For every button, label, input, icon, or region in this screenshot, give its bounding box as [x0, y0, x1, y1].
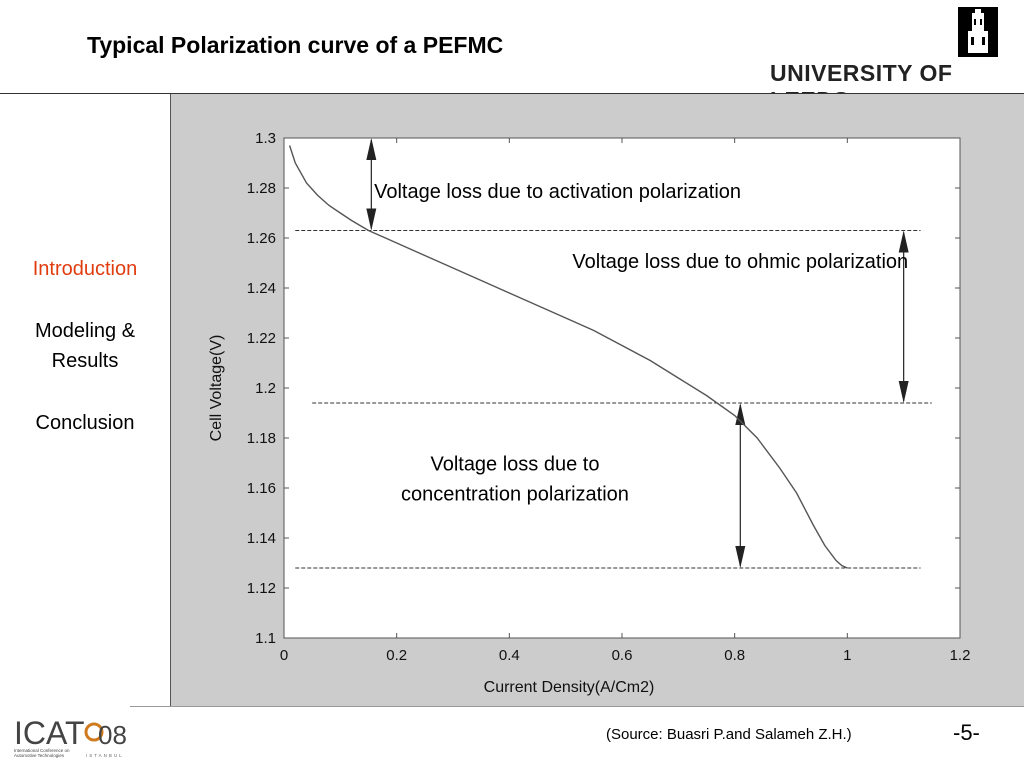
- chart-panel: 1.1 1.12 1.14 1.16 1.18 1.2 1.22 1.24 1.26 1.28 1.…: [171, 94, 1024, 706]
- annotation-text: concentration polarization: [401, 484, 629, 506]
- nav-item-introduction[interactable]: Introduction: [32, 258, 138, 280]
- y-tick-label: 1.3: [255, 130, 276, 147]
- arrow-head-down: [366, 208, 377, 231]
- footer-divider: [130, 706, 1024, 707]
- y-axis-label: Cell Voltage(V): [208, 335, 225, 442]
- annotation-text: Voltage loss due to activation polarizat…: [374, 181, 741, 203]
- nav-item-results[interactable]: Results: [51, 350, 119, 372]
- y-tick-label: 1.16: [247, 480, 276, 497]
- polarization-chart: 1.1 1.12 1.14 1.16 1.18 1.2 1.22 1.24 1.26 1.28 1.…: [208, 130, 971, 696]
- nav-item-conclusion[interactable]: Conclusion: [35, 412, 135, 434]
- arrow-head-down: [898, 381, 909, 403]
- y-tick-label: 1.28: [247, 180, 276, 197]
- icat-logo-caption-2: Automotive Technologies: [14, 753, 65, 758]
- x-tick-label: 0.2: [386, 647, 407, 664]
- sidebar-nav: Introduction Modeling & Results Conclusi…: [0, 94, 170, 706]
- annotation-text: Voltage loss due to: [430, 454, 599, 476]
- x-tick-label: 1.2: [950, 647, 971, 664]
- arrow-head-up: [898, 230, 909, 253]
- y-tick-label: 1.2: [255, 380, 276, 397]
- x-tick-label: 1: [843, 647, 851, 664]
- annotations: Voltage loss due to activation polarizat…: [374, 181, 908, 506]
- arrow-head-up: [366, 138, 377, 160]
- y-tick-label: 1.12: [247, 580, 276, 597]
- x-ticks: 0 0.2 0.4 0.6 0.8 1 1.2: [280, 138, 971, 664]
- loss-arrows: [366, 138, 909, 568]
- icat-logo-caption-3: ISTANBUL: [86, 753, 124, 758]
- icat-logo: ICAT 08 International Conference on Auto…: [14, 712, 134, 760]
- y-tick-label: 1.1: [255, 630, 276, 647]
- page-number: -5-: [953, 720, 980, 745]
- x-tick-label: 0.6: [612, 647, 633, 664]
- y-tick-label: 1.22: [247, 330, 276, 347]
- reference-lines: [295, 230, 932, 569]
- plot-area: [283, 137, 961, 639]
- y-tick-label: 1.18: [247, 430, 276, 447]
- header-divider: [0, 93, 1024, 94]
- sidebar-divider: [170, 94, 171, 706]
- icat-logo-text: ICAT: [14, 715, 85, 751]
- y-ticks: 1.1 1.12 1.14 1.16 1.18 1.2 1.22 1.24 1.26 1.28 1.…: [247, 130, 960, 647]
- icat-logo-year: 08: [98, 720, 127, 750]
- y-tick-label: 1.14: [247, 530, 276, 547]
- source-citation: (Source: Buasri P.and Salameh Z.H.): [606, 726, 852, 743]
- nav-item-modeling[interactable]: Modeling &: [34, 320, 136, 342]
- x-tick-label: 0.4: [499, 647, 520, 664]
- y-tick-label: 1.26: [247, 230, 276, 247]
- arrow-head-down: [735, 546, 746, 568]
- annotation-text: Voltage loss due to ohmic polarization: [572, 251, 908, 273]
- x-tick-label: 0: [280, 647, 288, 664]
- polarization-curve: [288, 145, 848, 569]
- x-tick-label: 0.8: [724, 647, 745, 664]
- university-crest-icon: [958, 7, 998, 57]
- slide-title: Typical Polarization curve of a PEFMC: [87, 32, 504, 58]
- icat-logo-caption-1: International Conference on: [14, 748, 70, 753]
- y-tick-label: 1.24: [247, 280, 276, 297]
- x-axis-label: Current Density(A/Cm2): [484, 679, 655, 696]
